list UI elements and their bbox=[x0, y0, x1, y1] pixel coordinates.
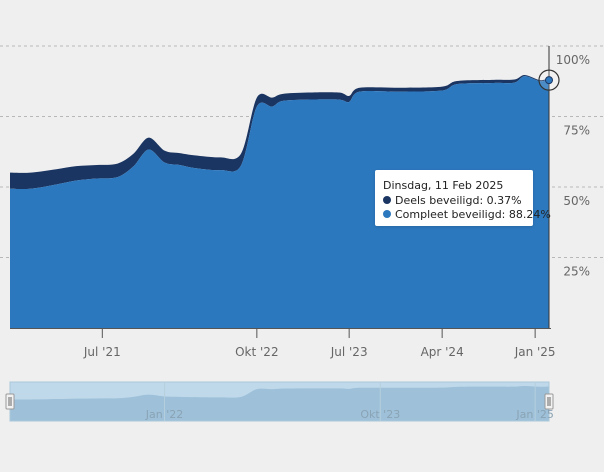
tooltip-label-compleet: Compleet beveiligd: 88.24% bbox=[395, 207, 551, 221]
x-tick-label-1: Okt '22 bbox=[235, 345, 278, 359]
navigator-handle-left[interactable] bbox=[5, 393, 15, 410]
tooltip-dot-compleet bbox=[383, 210, 391, 218]
y-tick-label-100: 100% bbox=[556, 53, 590, 67]
plot-areas bbox=[10, 75, 549, 328]
y-tick-label-25: 25% bbox=[563, 265, 590, 279]
tooltip-label-deels: Deels beveiligd: 0.37% bbox=[395, 193, 522, 207]
y-tick-label-50: 50% bbox=[563, 194, 590, 208]
x-tick-label-0: Jul '21 bbox=[83, 345, 121, 359]
range-navigator[interactable]: Jan '22 Okt '23 Jan '25 bbox=[5, 381, 554, 422]
hover-point-marker bbox=[545, 76, 553, 85]
chart-tooltip: Dinsdag, 11 Feb 2025 Deels beveiligd: 0.… bbox=[375, 170, 551, 226]
x-tick-label-2: Jul '23 bbox=[330, 345, 368, 359]
navigator-handle-right[interactable] bbox=[544, 393, 554, 410]
navigator-selected-range[interactable] bbox=[9, 381, 550, 422]
y-tick-label-75: 75% bbox=[563, 124, 590, 138]
area-compleet-beveiligd bbox=[10, 76, 549, 328]
navigator-series-area bbox=[10, 386, 549, 421]
x-tick-label-3: Apr '24 bbox=[421, 345, 464, 359]
tooltip-title: Dinsdag, 11 Feb 2025 bbox=[383, 178, 504, 192]
navigator-tick-label-1: Okt '23 bbox=[360, 408, 400, 421]
hover-crosshair bbox=[538, 46, 560, 328]
y-axis: 25% 50% 75% 100% bbox=[556, 53, 590, 279]
x-axis: Jul '21 Okt '22 Jul '23 Apr '24 Jan '25 bbox=[10, 328, 556, 359]
tooltip-row-compleet: Compleet beveiligd: 88.24% bbox=[383, 207, 551, 221]
area-deels-beveiligd bbox=[10, 75, 549, 189]
tooltip-row-deels: Deels beveiligd: 0.37% bbox=[383, 193, 525, 207]
tooltip-dot-deels bbox=[383, 196, 391, 204]
navigator-tick-label-0: Jan '22 bbox=[145, 408, 183, 421]
x-tick-label-4: Jan '25 bbox=[514, 345, 556, 359]
navigator-tick-label-2: Jan '25 bbox=[515, 408, 553, 421]
